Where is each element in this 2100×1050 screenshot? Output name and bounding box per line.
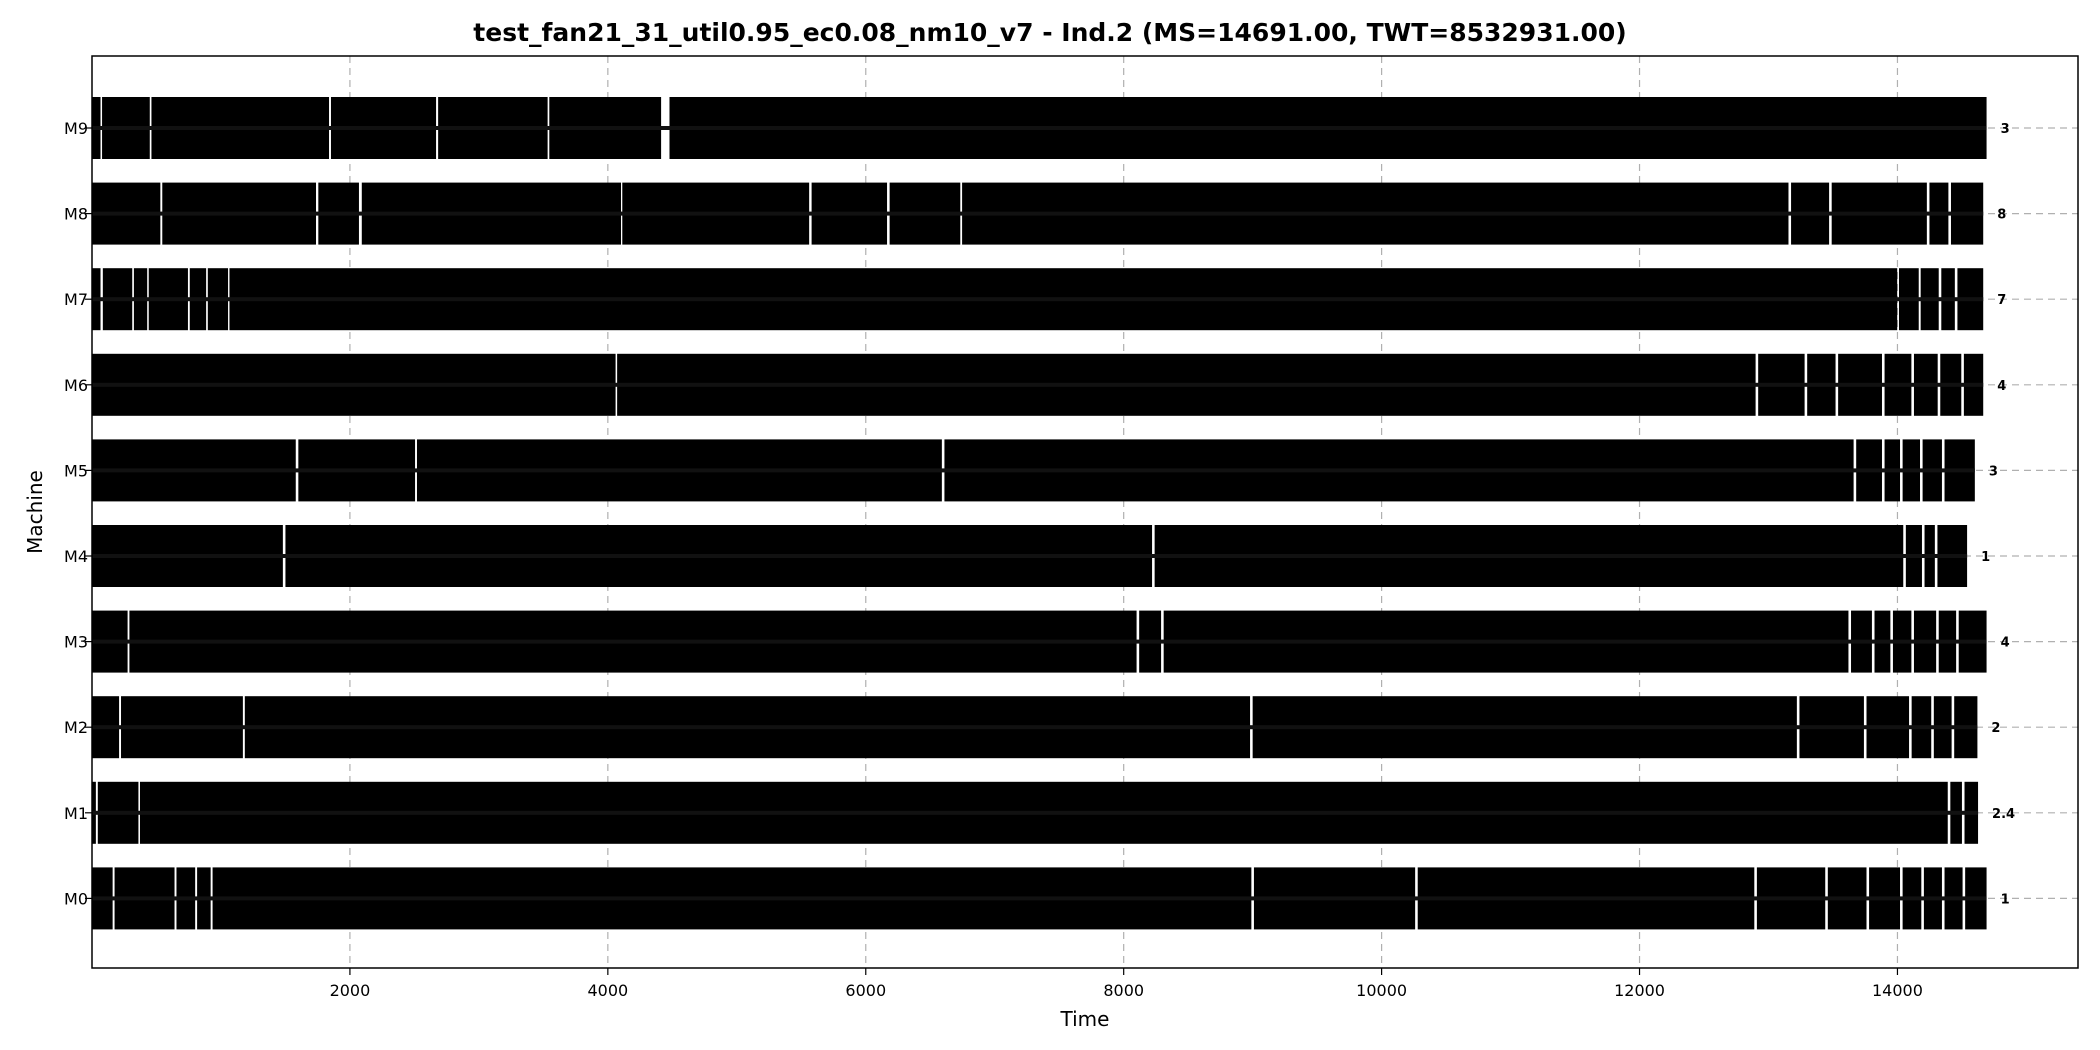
- job-label-band: [92, 810, 1979, 815]
- y-tick-label-m2: M2: [64, 718, 88, 737]
- job-end-label: 2: [1991, 721, 2000, 736]
- job-end-label: 7: [1997, 293, 2006, 308]
- job-end-label: 1: [2001, 892, 2010, 907]
- job-end-label: 3: [2001, 122, 2010, 137]
- job-label-band: [92, 554, 1968, 558]
- job-end-label: 2.4: [1992, 807, 2015, 822]
- job-label-band: [92, 382, 1984, 387]
- job-label-band: [92, 126, 1987, 130]
- x-tick-label: 10000: [1356, 981, 1407, 1000]
- y-tick-label-m0: M0: [64, 889, 88, 908]
- y-tick-label-m9: M9: [64, 119, 88, 138]
- job-label-band: [92, 468, 1975, 473]
- job-end-label: 1: [1981, 550, 1990, 565]
- job-end-label: 3: [1989, 464, 1998, 479]
- x-tick-label: 4000: [587, 981, 628, 1000]
- job-end-label: 4: [2001, 636, 2010, 651]
- y-tick-label-m6: M6: [64, 376, 88, 395]
- x-tick-label: 8000: [1103, 981, 1144, 1000]
- plot-frame: [91, 55, 2079, 969]
- y-axis-ticks: M9 M8 M7 M6 M5 M4 M3 M2 M1 M0: [64, 119, 92, 908]
- x-tick-label: 6000: [845, 981, 886, 1000]
- y-tick-label-m7: M7: [64, 290, 88, 309]
- job-label-band: [92, 725, 1978, 730]
- job-end-label: 4: [1997, 379, 2006, 394]
- x-tick-label: 12000: [1614, 981, 1665, 1000]
- y-tick-label-m8: M8: [64, 205, 88, 224]
- x-axis-label: Time: [1060, 1007, 1110, 1031]
- y-tick-label-m4: M4: [64, 547, 88, 566]
- job-label-band: [92, 639, 1987, 644]
- y-axis-label: Machine: [23, 470, 47, 554]
- job-label-band: [92, 211, 1984, 216]
- x-tick-label: 2000: [330, 981, 371, 1000]
- job-end-label: 8: [1997, 208, 2006, 223]
- y-tick-label-m5: M5: [64, 461, 88, 480]
- job-label-band: [92, 896, 1987, 901]
- job-bars: [92, 97, 1987, 930]
- job-label-band: [92, 297, 1984, 302]
- end-labels: 3 8 7 4 3 1 4 2 2.4 1: [1981, 122, 2015, 907]
- chart-title: test_fan21_31_util0.95_ec0.08_nm10_v7 - …: [473, 18, 1627, 47]
- x-tick-label: 14000: [1872, 981, 1923, 1000]
- x-axis-ticks: 2000 4000 6000 8000 10000 12000 14000: [330, 968, 1923, 1000]
- y-tick-label-m1: M1: [64, 804, 88, 823]
- y-tick-label-m3: M3: [64, 633, 88, 652]
